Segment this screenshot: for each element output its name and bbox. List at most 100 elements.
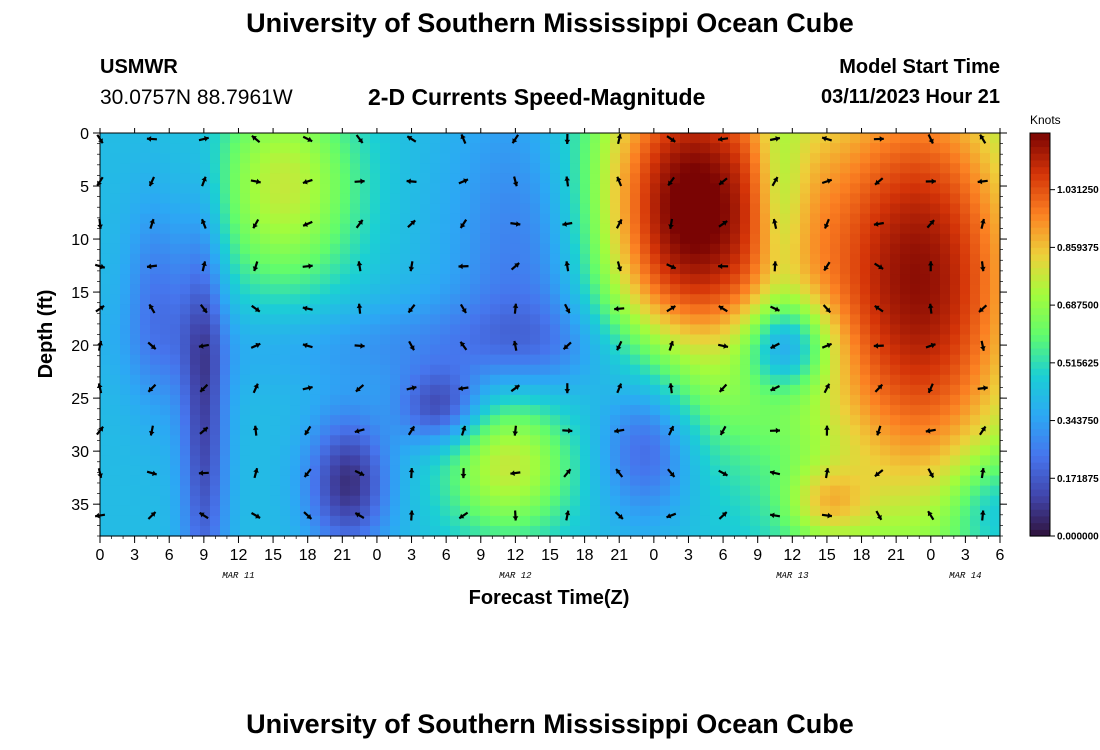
heat-cell <box>780 515 791 527</box>
heat-cell <box>190 425 201 436</box>
heat-cell <box>580 364 591 376</box>
heat-cell <box>910 223 921 235</box>
heat-cell <box>780 143 791 154</box>
heat-cell <box>260 394 271 406</box>
heat-cell <box>870 213 881 225</box>
heat-cell <box>950 274 961 285</box>
heat-cell <box>660 294 671 305</box>
heat-cell <box>200 394 211 406</box>
heat-cell <box>340 465 351 477</box>
heat-cell <box>320 133 331 144</box>
heat-cell <box>330 213 341 225</box>
heat-cell <box>350 153 361 164</box>
heat-cell <box>930 274 941 285</box>
heat-cell <box>290 374 301 386</box>
heat-cell <box>320 445 331 456</box>
heat-cell <box>580 263 591 275</box>
heat-cell <box>130 425 141 436</box>
heat-cell <box>870 173 881 184</box>
heat-cell <box>770 344 781 356</box>
heat-cell <box>550 193 561 205</box>
heat-cell <box>740 455 751 467</box>
heat-cell <box>810 505 821 517</box>
heat-cell <box>710 173 721 184</box>
heat-cell <box>490 425 501 436</box>
heat-cell <box>410 314 421 326</box>
heat-cell <box>600 425 611 436</box>
heat-cell <box>710 475 721 487</box>
heat-cell <box>230 193 241 205</box>
heat-cell <box>860 425 871 436</box>
heat-cell <box>260 354 271 366</box>
heat-cell <box>320 143 331 154</box>
heat-cell <box>270 314 281 326</box>
heat-cell <box>580 324 591 336</box>
heat-cell <box>380 394 391 406</box>
heat-cell <box>840 384 851 396</box>
heat-cell <box>130 445 141 456</box>
heat-cell <box>470 304 481 315</box>
heat-cell <box>980 405 991 416</box>
heat-cell <box>720 344 731 356</box>
heat-cell <box>690 203 701 215</box>
heat-cell <box>520 465 531 477</box>
heat-cell <box>740 405 751 416</box>
heat-cell <box>570 475 581 487</box>
heat-cell <box>170 173 181 184</box>
heat-cell <box>370 143 381 154</box>
heat-cell <box>540 243 551 255</box>
heat-cell <box>790 143 801 154</box>
heat-cell <box>940 354 951 366</box>
heat-cell <box>770 243 781 255</box>
heat-cell <box>110 374 121 386</box>
heat-cell <box>160 223 171 235</box>
heat-cell <box>810 213 821 225</box>
heat-cell <box>550 294 561 305</box>
heat-cell <box>360 263 371 275</box>
heat-cell <box>200 193 211 205</box>
heat-cell <box>490 334 501 346</box>
heat-cell <box>650 515 661 527</box>
heat-cell <box>100 274 111 285</box>
heat-cell <box>570 435 581 446</box>
heat-cell <box>160 304 171 315</box>
heat-cell <box>180 213 191 225</box>
heat-cell <box>740 515 751 527</box>
heat-cell <box>240 284 251 295</box>
heat-cell <box>890 223 901 235</box>
heat-cell <box>920 415 931 426</box>
heat-cell <box>140 193 151 205</box>
heat-cell <box>240 163 251 174</box>
heat-cell <box>840 465 851 477</box>
heat-cell <box>130 465 141 477</box>
heat-cell <box>440 455 451 467</box>
heat-cell <box>510 364 521 376</box>
heat-cell <box>730 465 741 477</box>
heat-cell <box>190 193 201 205</box>
arrow-head <box>460 134 466 140</box>
heat-cell <box>470 153 481 164</box>
heat-cell <box>470 455 481 467</box>
heat-cell <box>540 525 551 537</box>
heat-cell <box>120 324 131 336</box>
heat-cell <box>410 364 421 376</box>
arrow-head <box>200 219 207 225</box>
heat-cell <box>800 324 811 336</box>
heat-cell <box>780 354 791 366</box>
heat-cell <box>420 274 431 285</box>
heat-cell <box>830 405 841 416</box>
heat-cell <box>430 515 441 527</box>
heat-cell <box>230 485 241 497</box>
heat-cell <box>340 253 351 265</box>
heat-cell <box>420 304 431 315</box>
heat-cell <box>320 153 331 164</box>
heat-cell <box>970 374 981 386</box>
current-arrow <box>980 218 986 229</box>
heat-cell <box>520 405 531 416</box>
heat-cell <box>610 263 621 275</box>
arrow-head <box>149 181 155 186</box>
current-arrow <box>303 468 312 478</box>
heat-cell <box>890 394 901 406</box>
heat-cell <box>740 274 751 285</box>
heat-cell <box>220 304 231 315</box>
